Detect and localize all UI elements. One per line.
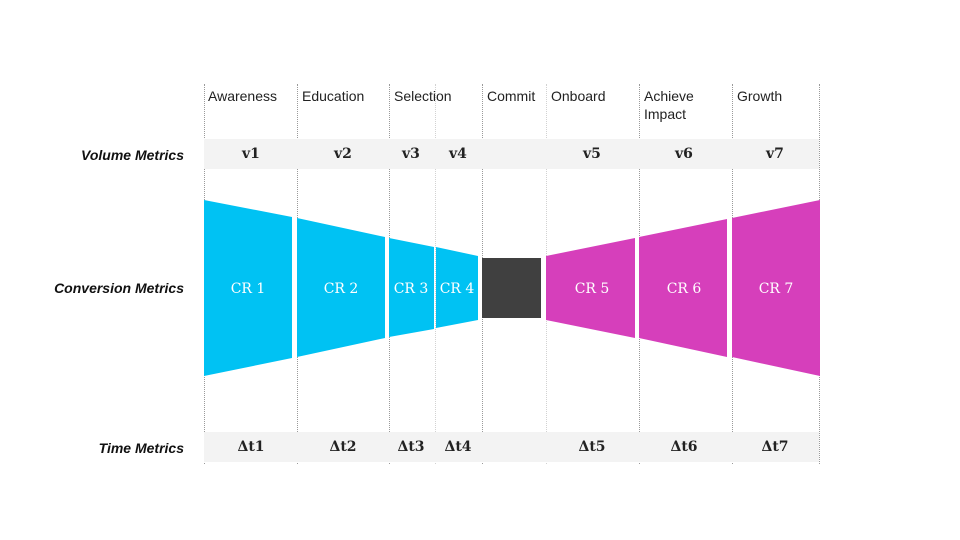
row-label-volume: Volume Metrics [81, 147, 184, 163]
column-divider [435, 84, 436, 464]
stage-awareness: Awareness [208, 88, 278, 104]
stage-onboard: Onboard [551, 88, 606, 104]
stage-selection: Selection [394, 88, 452, 104]
volume-metric-v7: v7 [766, 146, 784, 162]
cr2-label: CR 2 [324, 281, 359, 297]
volume-band [204, 139, 819, 169]
volume-metric-v1: v1 [242, 146, 260, 162]
funnel-segment-cr1 [204, 200, 292, 376]
time-metric-dt7: Δt7 [761, 439, 789, 455]
funnel-segment-cr4 [436, 247, 478, 328]
time-band [204, 432, 819, 462]
stage-commit: Commit [487, 88, 536, 104]
time-metric-dt1: Δt1 [237, 439, 265, 455]
stage-education: Education [302, 88, 365, 104]
cr3-label: CR 3 [394, 281, 429, 297]
volume-metric-v6: v6 [675, 146, 693, 162]
volume-metric-v4: v4 [449, 146, 467, 162]
time-metric-dt3: Δt3 [397, 439, 425, 455]
row-label-conversion: Conversion Metrics [54, 280, 184, 296]
row-label-time: Time Metrics [98, 440, 184, 456]
volume-metric-v3: v3 [402, 146, 420, 162]
cr4-label: CR 4 [440, 281, 475, 297]
time-metric-dt5: Δt5 [578, 439, 606, 455]
stage-growth: Growth [737, 88, 783, 104]
cr7-label: CR 7 [759, 281, 794, 297]
volume-metric-v2: v2 [334, 146, 352, 162]
commit-block [482, 258, 541, 318]
time-metric-dt6: Δt6 [670, 439, 698, 455]
time-metric-dt2: Δt2 [329, 439, 357, 455]
funnel-segment-cr2 [297, 218, 385, 357]
cr1-label: CR 1 [231, 281, 266, 297]
stage-achieve-impact: Achieve Impact [644, 88, 694, 122]
funnel-segment-cr6 [639, 219, 727, 357]
cr6-label: CR 6 [667, 281, 702, 297]
funnel-segment-cr5 [546, 238, 635, 338]
cr5-label: CR 5 [575, 281, 610, 297]
funnel-segment-cr3 [389, 238, 434, 337]
time-metric-dt4: Δt4 [444, 439, 472, 455]
volume-metric-v5: v5 [583, 146, 601, 162]
funnel-segment-cr7 [732, 200, 820, 376]
